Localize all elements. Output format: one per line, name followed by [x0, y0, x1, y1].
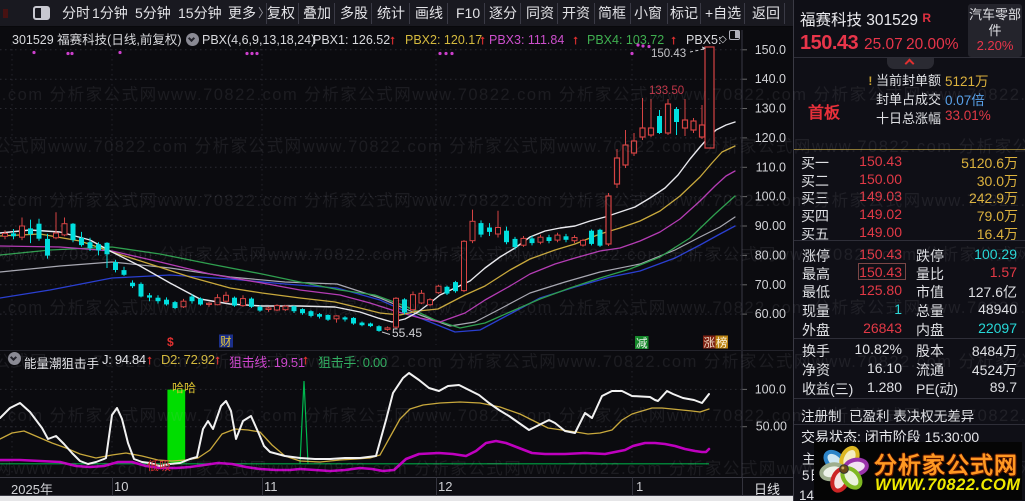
svg-text:133.50: 133.50: [649, 85, 684, 97]
svg-text:$: $: [167, 335, 174, 349]
svg-text:涨: 涨: [704, 336, 716, 349]
svg-text:低吸: 低吸: [147, 459, 171, 473]
svg-text:财: 财: [220, 335, 232, 349]
svg-text:70.00: 70.00: [755, 278, 786, 292]
svg-text:130.0: 130.0: [755, 102, 786, 116]
svg-text:50.00: 50.00: [756, 420, 787, 434]
svg-text:140.0: 140.0: [755, 72, 786, 86]
svg-text:90.00: 90.00: [755, 219, 786, 233]
svg-text:榜: 榜: [716, 335, 728, 349]
svg-text:60.00: 60.00: [755, 307, 786, 321]
svg-text:110.0: 110.0: [756, 160, 786, 174]
svg-text:150.0: 150.0: [755, 43, 786, 57]
svg-text:100.0: 100.0: [755, 382, 786, 396]
svg-text:哈哈: 哈哈: [172, 381, 196, 395]
svg-text:150.43: 150.43: [651, 48, 686, 60]
svg-text:减: 减: [636, 337, 648, 350]
svg-text:100.0: 100.0: [755, 190, 786, 204]
svg-text:55.45: 55.45: [392, 326, 422, 340]
svg-text:120.0: 120.0: [755, 131, 786, 145]
svg-text:80.00: 80.00: [755, 248, 786, 262]
